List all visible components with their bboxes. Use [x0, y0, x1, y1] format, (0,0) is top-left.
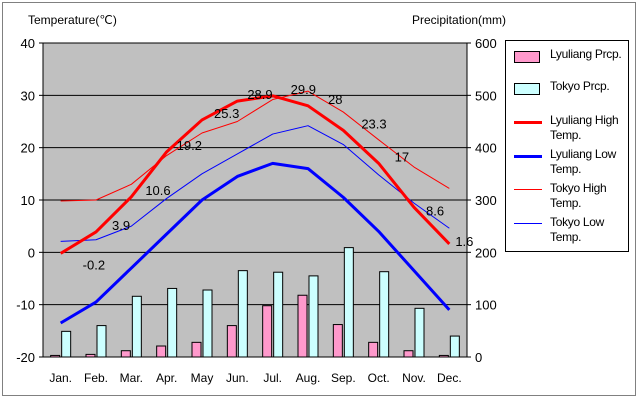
legend-label: Lyuliang Prcp. [550, 47, 622, 61]
x-tick-label: Jun. [226, 371, 249, 385]
x-tick-label: May [191, 371, 214, 385]
line-tokyo-high-temp [60, 90, 450, 202]
x-tick-label: Feb. [84, 371, 108, 385]
bar-lyuliang-prcp [403, 350, 414, 358]
x-tick-label: Jan. [49, 371, 72, 385]
bar-lyuliang-prcp [85, 353, 96, 358]
legend-item-lyuliang-prcp: Lyuliang Prcp. [512, 43, 628, 73]
bar-tokyo-prcp [343, 247, 354, 358]
bar-tokyo-prcp [167, 287, 178, 358]
legend-item-lyuliang-high: Lyuliang High Temp. [512, 109, 628, 142]
temp-tick-label: 20 [21, 141, 35, 156]
temp-tick-label: 40 [21, 36, 35, 51]
legend-label: Lyuliang Low Temp. [550, 147, 617, 176]
line-lyuliang-low-temp [59, 161, 451, 325]
bar-lyuliang-prcp [297, 294, 308, 358]
legend-line-tokyo-low [514, 223, 542, 224]
legend-line-lyuliang-high [514, 121, 542, 124]
prcp-tick-label: 600 [475, 36, 497, 51]
bar-tokyo-prcp [131, 295, 142, 358]
x-tick-label: Aug. [296, 371, 321, 385]
prcp-tick-label: 400 [475, 141, 497, 156]
data-label: 1.6 [455, 234, 473, 249]
prcp-tick-label: 500 [475, 88, 497, 103]
bar-lyuliang-prcp [368, 341, 379, 358]
right-axis-title: Precipitation(mm) [412, 13, 507, 27]
data-label: 29.9 [291, 82, 316, 97]
legend-item-lyuliang-low: Lyuliang Low Temp. [512, 143, 628, 176]
bar-tokyo-prcp [273, 271, 284, 358]
left-axis-title: Temperature(℃) [28, 13, 117, 27]
bar-tokyo-prcp [202, 289, 213, 358]
prcp-tick-label: 100 [475, 298, 497, 313]
prcp-tick-label: 0 [475, 350, 482, 365]
data-label: 3.9 [112, 218, 130, 233]
legend-item-tokyo-high: Tokyo High Temp. [512, 177, 628, 210]
bar-lyuliang-prcp [332, 324, 343, 358]
bar-tokyo-prcp [379, 271, 390, 358]
bar-tokyo-prcp [414, 307, 425, 358]
data-label: 28 [328, 92, 342, 107]
legend-swatch-tokyo-prcp [514, 83, 540, 95]
bar-tokyo-prcp [96, 325, 107, 358]
x-tick-label: Sep. [331, 371, 356, 385]
legend-line-tokyo-high [514, 189, 542, 190]
bar-lyuliang-prcp [50, 354, 61, 358]
data-label: 17 [395, 149, 409, 164]
temp-tick-label: 10 [21, 193, 35, 208]
bar-lyuliang-prcp [262, 305, 273, 358]
bar-lyuliang-prcp [438, 354, 449, 358]
bar-lyuliang-prcp [120, 350, 131, 358]
legend-label: Lyuliang High Temp. [550, 113, 619, 142]
chart-legend: Lyuliang Prcp. Tokyo Prcp. Lyuliang High… [505, 40, 629, 252]
bar-lyuliang-prcp [156, 345, 167, 358]
legend-item-tokyo-prcp: Tokyo Prcp. [512, 75, 628, 105]
line-lyuliang-high-temp [59, 94, 451, 255]
data-label: 10.6 [145, 183, 170, 198]
prcp-tick-label: 300 [475, 193, 497, 208]
bar-lyuliang-prcp [191, 341, 202, 358]
legend-label: Tokyo Prcp. [550, 79, 610, 93]
x-tick-label: Mar. [120, 371, 143, 385]
x-tick-label: Oct. [368, 371, 390, 385]
data-label: 8.6 [426, 203, 444, 218]
x-tick-label: Jul. [263, 371, 282, 385]
bar-tokyo-prcp [308, 275, 319, 358]
bar-tokyo-prcp [61, 330, 72, 358]
temp-tick-label: 30 [21, 88, 35, 103]
data-label: 19.2 [177, 138, 202, 153]
temp-tick-label: -10 [16, 298, 35, 313]
legend-label: Tokyo High Temp. [550, 181, 607, 210]
legend-item-tokyo-low: Tokyo Low Temp. [512, 211, 628, 244]
x-tick-label: Nov. [402, 371, 426, 385]
legend-swatch-lyuliang-prcp [514, 51, 540, 63]
x-tick-label: Dec. [437, 371, 462, 385]
temp-tick-label: 0 [28, 245, 35, 260]
legend-label: Tokyo Low Temp. [550, 215, 604, 244]
data-label: 28.9 [247, 87, 272, 102]
x-tick-label: Apr. [156, 371, 177, 385]
bar-tokyo-prcp [449, 335, 460, 358]
legend-line-lyuliang-low [514, 155, 542, 158]
data-label: -0.2 [83, 257, 105, 272]
data-label: 23.3 [361, 116, 386, 131]
line-tokyo-low-temp [60, 125, 450, 242]
data-label: 25.3 [214, 106, 239, 121]
bar-tokyo-prcp [237, 270, 248, 358]
prcp-tick-label: 200 [475, 245, 497, 260]
bar-lyuliang-prcp [226, 325, 237, 358]
temp-tick-label: -20 [16, 350, 35, 365]
